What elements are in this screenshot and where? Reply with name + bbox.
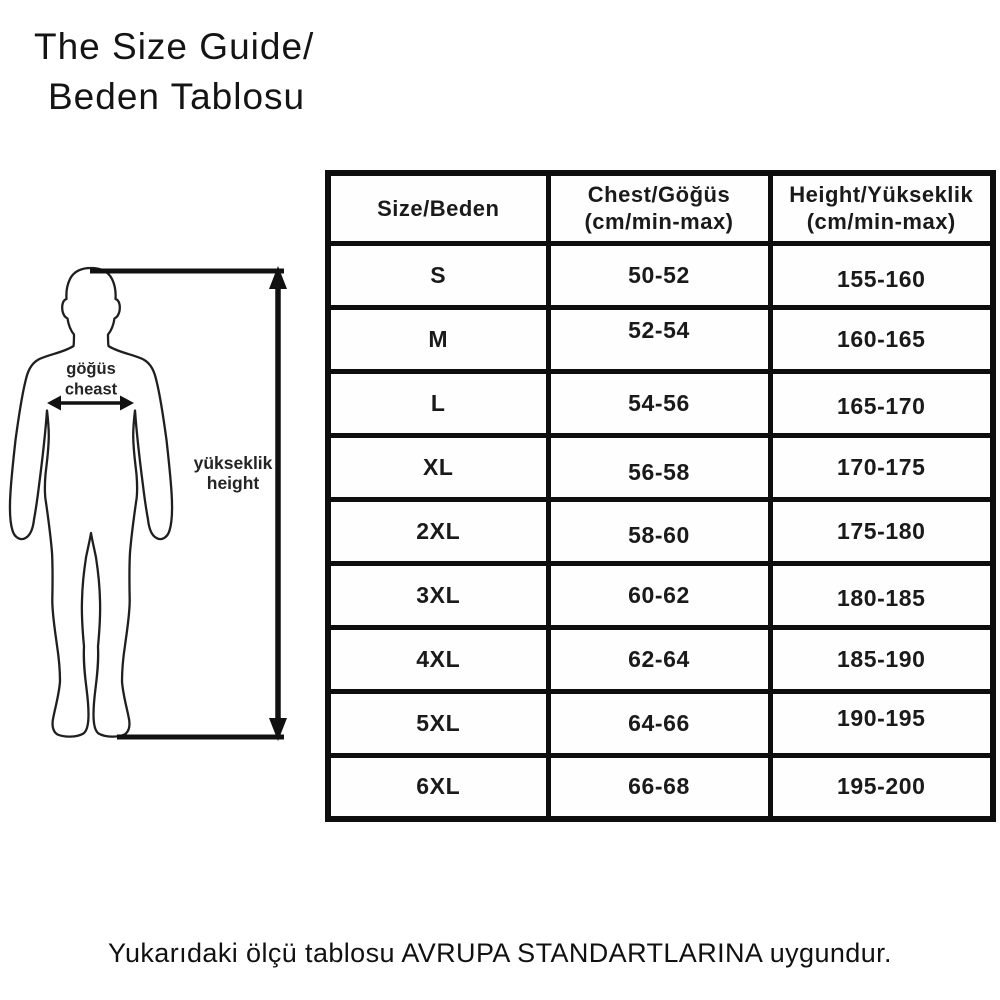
size-cell: XL — [325, 432, 551, 502]
table-row-5xl: 5XL 64-66 190-195 — [325, 688, 996, 758]
size-table-header-row: Size/Beden Chest/Göğüs (cm/min-max) Heig… — [325, 170, 996, 246]
height-cell: 170-175 — [767, 432, 996, 502]
column-header-height-unit: (cm/min-max) — [806, 209, 956, 235]
column-header-size-label: Size/Beden — [377, 195, 500, 221]
size-table: Size/Beden Chest/Göğüs (cm/min-max) Heig… — [325, 170, 996, 822]
height-cell: 160-165 — [767, 304, 996, 374]
column-header-height-label: Height/Yükseklik — [789, 182, 974, 208]
chest-cell: 56-58 — [545, 432, 773, 502]
table-row-xl: XL 56-58 170-175 — [325, 432, 996, 502]
table-row-3xl: 3XL 60-62 180-185 — [325, 560, 996, 630]
height-label-english: height — [207, 473, 260, 493]
column-header-chest-label: Chest/Göğüs — [587, 182, 731, 208]
body-measurement-diagram: göğüs cheast yükseklik height — [8, 266, 287, 741]
chest-cell: 50-52 — [545, 240, 773, 310]
table-row-m: M 52-54 160-165 — [325, 304, 996, 374]
column-header-chest: Chest/Göğüs (cm/min-max) — [545, 170, 773, 246]
height-cell: 175-180 — [767, 496, 996, 566]
table-row-l: L 54-56 165-170 — [325, 368, 996, 438]
size-cell: 5XL — [325, 688, 551, 758]
column-header-height: Height/Yükseklik (cm/min-max) — [767, 170, 996, 246]
chest-label-english: cheast — [65, 381, 118, 399]
size-cell: 6XL — [325, 752, 551, 822]
chest-cell: 64-66 — [545, 688, 773, 758]
table-row-6xl: 6XL 66-68 195-200 — [325, 752, 996, 822]
height-cell: 165-170 — [767, 368, 996, 438]
page-title-line2: Beden Tablosu — [48, 76, 306, 117]
height-arrow — [269, 266, 287, 741]
table-row-2xl: 2XL 58-60 175-180 — [325, 496, 996, 566]
size-cell: 2XL — [325, 496, 551, 566]
column-header-chest-unit: (cm/min-max) — [584, 209, 734, 235]
height-cell: 185-190 — [767, 624, 996, 694]
table-row-s: S 50-52 155-160 — [325, 240, 996, 310]
table-row-4xl: 4XL 62-64 185-190 — [325, 624, 996, 694]
size-cell: S — [325, 240, 551, 310]
height-cell: 195-200 — [767, 752, 996, 822]
chest-arrow — [47, 395, 134, 411]
height-cell: 155-160 — [767, 240, 996, 310]
size-cell: 3XL — [325, 560, 551, 630]
chest-cell: 62-64 — [545, 624, 773, 694]
standards-note: Yukarıdaki ölçü tablosu AVRUPA STANDARTL… — [108, 938, 892, 968]
chest-cell: 60-62 — [545, 560, 773, 630]
body-outline-illustration — [8, 266, 174, 738]
chest-cell: 52-54 — [545, 304, 773, 374]
page-title: The Size Guide/ Beden Tablosu — [34, 22, 314, 122]
size-cell: L — [325, 368, 551, 438]
chest-cell: 58-60 — [545, 496, 773, 566]
chest-label-turkish: göğüs — [66, 360, 116, 378]
page-title-line1: The Size Guide/ — [34, 26, 315, 67]
column-header-size: Size/Beden — [325, 170, 551, 246]
chest-cell: 66-68 — [545, 752, 773, 822]
height-cell: 190-195 — [767, 688, 996, 758]
height-cell: 180-185 — [767, 560, 996, 630]
size-cell: 4XL — [325, 624, 551, 694]
height-label-turkish: yükseklik — [194, 453, 273, 473]
size-cell: M — [325, 304, 551, 374]
chest-cell: 54-56 — [545, 368, 773, 438]
